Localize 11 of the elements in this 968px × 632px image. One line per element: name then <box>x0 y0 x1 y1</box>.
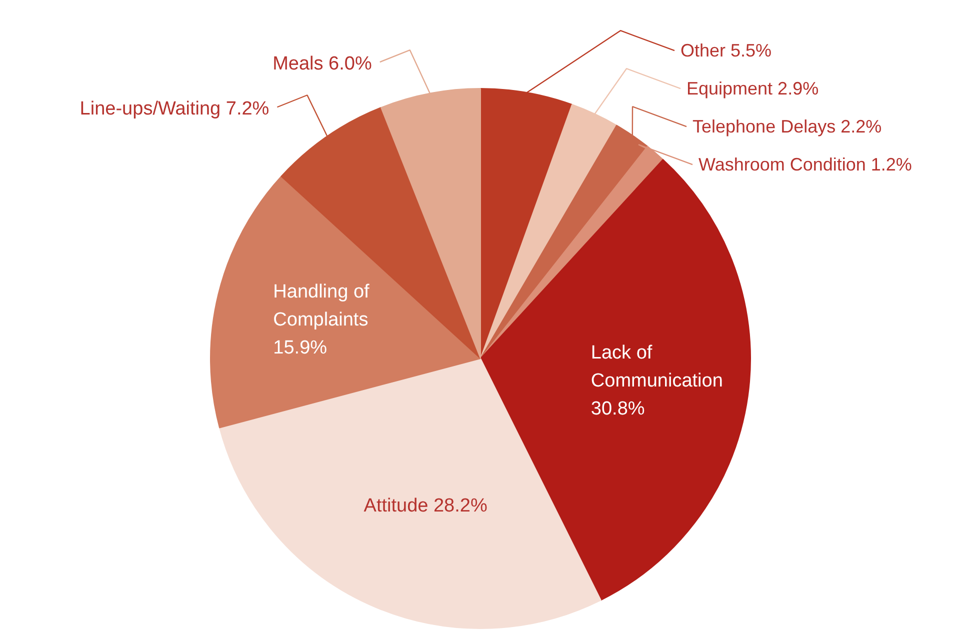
slice-label: Equipment 2.9% <box>686 78 819 99</box>
slice-label: Telephone Delays 2.2% <box>692 116 882 137</box>
slice-label: Handling of Complaints <box>273 281 370 330</box>
slice-label: Line-ups/Waiting 7.2% <box>80 98 270 120</box>
slice-label: Attitude 28.2% <box>364 496 488 517</box>
slice-label: Other 5.5% <box>680 40 772 61</box>
data-label: 15.9% <box>273 337 328 358</box>
data-label: 30.8% <box>590 398 645 420</box>
slice-label: Lack of Communication <box>590 342 723 392</box>
slice-label: Meals 6.0% <box>272 54 372 75</box>
slice-label: Washroom Condition 1.2% <box>698 154 912 175</box>
